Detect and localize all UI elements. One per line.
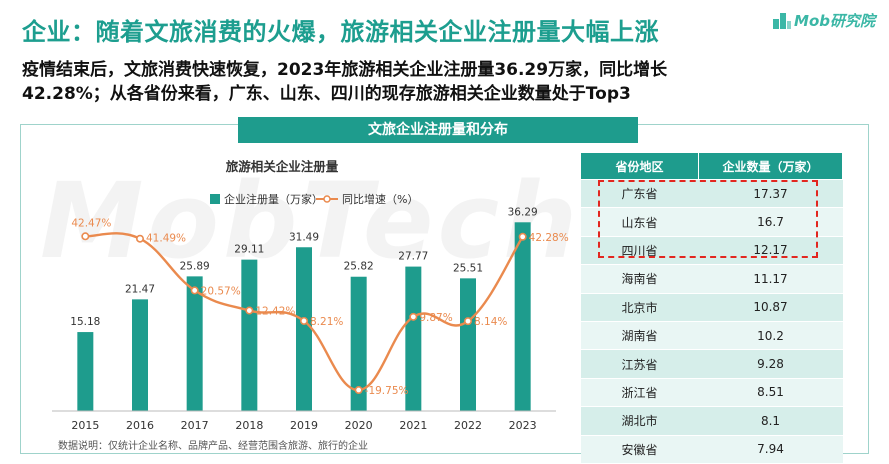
chart-note: 数据说明：仅统计企业名称、品牌产品、经营范围含旅游、旅行的企业 (58, 439, 368, 452)
bar-2016 (132, 299, 148, 411)
line-point-2021 (409, 312, 418, 321)
province-table: 省份地区 企业数量（万家） 广东省 17.37 山东省 16.7 四川省 12.17 … (580, 152, 843, 464)
bar-2023 (514, 222, 531, 411)
count-cell: 7.94 (698, 434, 843, 464)
x-tick-2020: 2020 (345, 419, 373, 432)
line-point-2015 (81, 232, 90, 241)
province-cell: 江苏省 (580, 349, 699, 379)
x-tick-2017: 2017 (181, 419, 209, 432)
line-label-2018: 12.42% (255, 306, 295, 318)
table-row: 海南省 11.17 (580, 264, 843, 294)
province-cell: 海南省 (580, 264, 699, 294)
table-row: 湖北市 8.1 (580, 406, 843, 436)
line-point-2017 (190, 286, 199, 295)
province-cell: 山东省 (580, 207, 699, 237)
province-cell: 广东省 (580, 178, 699, 209)
count-cell: 8.1 (698, 406, 843, 436)
count-cell: 8.51 (698, 377, 843, 408)
bar-label-2016: 21.47 (125, 283, 155, 295)
x-tick-2018: 2018 (235, 419, 263, 432)
mob-logo-icon (773, 12, 792, 29)
count-cell: 11.17 (698, 264, 843, 294)
count-cell: 12.17 (698, 235, 843, 266)
bar-label-2023: 36.29 (508, 206, 538, 218)
count-cell: 10.2 (698, 320, 843, 351)
x-tick-2016: 2016 (126, 419, 154, 432)
legend-bar-label: 企业注册量（万家） (224, 192, 323, 206)
legend-line-marker (323, 195, 331, 203)
table-header-row: 省份地区 企业数量（万家） (580, 152, 843, 180)
line-label-2016: 41.49% (146, 233, 186, 245)
legend-line-label: 同比增速（%） (342, 192, 418, 206)
logo-text: Mob研究院 (794, 12, 875, 30)
bar-label-2018: 29.11 (234, 244, 264, 256)
table-header-province: 省份地区 (580, 152, 699, 180)
subtitle-line-2: 42.28%；从各省份来看，广东、山东、四川的现存旅游相关企业数量处于Top3 (22, 84, 631, 104)
bar-2020 (350, 276, 367, 411)
growth-line (85, 232, 524, 392)
line-point-2020 (354, 386, 363, 395)
page-subtitle: 疫情结束后，文旅消费快速恢复，2023年旅游相关企业注册量36.29万家，同比增… (22, 58, 882, 106)
x-tick-2019: 2019 (290, 419, 318, 432)
brand-logo: Mob研究院 (773, 10, 875, 31)
page-title: 企业：随着文旅消费的火爆，旅游相关企业注册量大幅上涨 (22, 18, 659, 46)
line-label-2021: 9.87% (419, 312, 452, 324)
bar-label-2015: 15.18 (70, 316, 100, 328)
province-cell: 北京市 (580, 292, 699, 322)
section-title: 文旅企业注册量和分布 (238, 117, 638, 143)
province-cell: 浙江省 (580, 377, 699, 408)
province-cell: 湖南省 (580, 320, 699, 351)
line-label-2017: 20.57% (201, 285, 241, 297)
x-tick-2022: 2022 (454, 419, 482, 432)
table-row: 安徽省 7.94 (580, 434, 843, 464)
bar-2022 (460, 278, 476, 411)
count-cell: 16.7 (698, 207, 843, 237)
line-point-2022 (463, 317, 472, 326)
bar-2018 (241, 259, 258, 411)
bar-label-2021: 27.77 (398, 251, 428, 263)
line-label-2019: 8.21% (310, 316, 343, 328)
chart-title: 旅游相关企业注册量 (225, 159, 339, 174)
bar-label-2017: 25.89 (180, 260, 210, 272)
x-tick-2015: 2015 (71, 419, 99, 432)
line-label-2022: 8.14% (474, 316, 507, 328)
bar-2015 (77, 332, 94, 411)
bar-2017 (186, 276, 203, 411)
subtitle-line-1: 疫情结束后，文旅消费快速恢复，2023年旅游相关企业注册量36.29万家，同比增… (22, 60, 668, 80)
bar-2019 (296, 247, 312, 411)
legend-bar-swatch (210, 194, 220, 204)
bar-label-2020: 25.82 (344, 261, 374, 273)
x-tick-2023: 2023 (509, 419, 537, 432)
bar-2021 (405, 266, 422, 411)
x-tick-2021: 2021 (399, 419, 427, 432)
line-label-2023: 42.28% (529, 232, 569, 244)
table-row: 江苏省 9.28 (580, 349, 843, 379)
line-point-2023 (518, 232, 527, 241)
table-header-count: 企业数量（万家） (698, 152, 843, 180)
line-point-2019 (299, 316, 308, 325)
line-point-2016 (136, 234, 145, 243)
table-row: 山东省 16.7 (580, 207, 843, 237)
table-row: 湖南省 10.2 (580, 320, 843, 351)
bar-label-2022: 25.51 (453, 262, 483, 274)
line-point-2018 (245, 306, 254, 315)
line-label-2015: 42.47% (71, 217, 111, 229)
count-cell: 9.28 (698, 349, 843, 379)
table-row: 北京市 10.87 (580, 292, 843, 322)
province-cell: 湖北市 (580, 406, 699, 436)
line-label-2020: -19.75% (365, 385, 409, 397)
province-cell: 安徽省 (580, 434, 699, 464)
top3-highlight-box (598, 180, 818, 258)
table-row: 浙江省 8.51 (580, 377, 843, 408)
bar-label-2019: 31.49 (289, 231, 319, 243)
count-cell: 10.87 (698, 292, 843, 322)
